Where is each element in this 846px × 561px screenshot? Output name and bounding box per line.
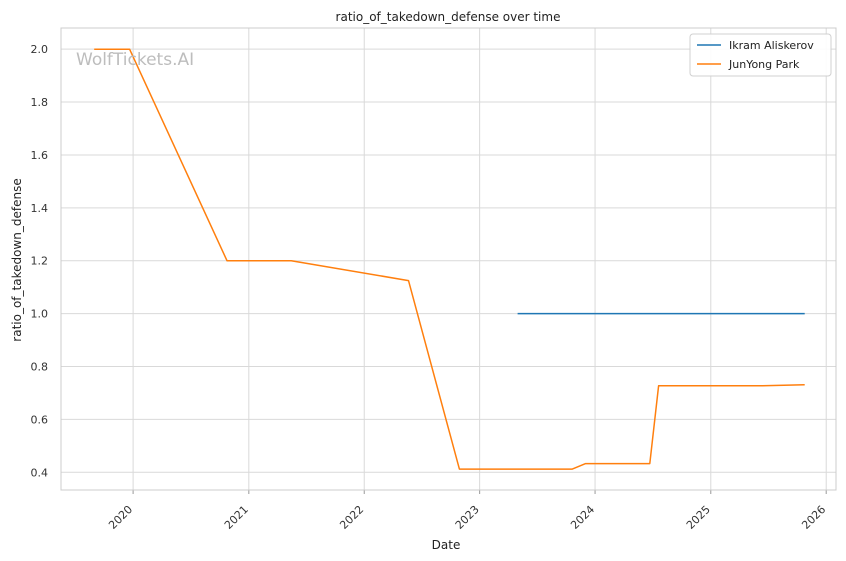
y-tick-label: 0.6 (31, 413, 49, 426)
y-tick-label: 0.4 (31, 466, 49, 479)
y-axis-label: ratio_of_takedown_defense (10, 178, 24, 341)
legend-box (689, 33, 832, 77)
grid (61, 28, 836, 494)
y-tick-label: 2.0 (31, 43, 49, 56)
x-axis-label: Date (432, 538, 461, 552)
plot-frame (60, 27, 837, 491)
legend: Ikram Aliskerov JunYong Park (689, 33, 832, 77)
y-tick-label: 1.2 (31, 255, 49, 268)
y-tick-label: 1.0 (31, 308, 49, 321)
y-tick-label: 1.6 (31, 149, 49, 162)
y-tick-label: 1.8 (31, 96, 49, 109)
y-tick-label: 0.8 (31, 361, 49, 374)
series-line-1 (94, 48, 805, 470)
plot-area (61, 28, 836, 490)
chart-title: ratio_of_takedown_defense over time (336, 10, 561, 24)
watermark: WolfTickets.AI (76, 50, 194, 70)
legend-label-0: Ikram Aliskerov (729, 39, 814, 52)
legend-label-1: JunYong Park (728, 58, 800, 71)
series-lines (94, 48, 805, 470)
y-tick-label: 1.4 (31, 202, 49, 215)
